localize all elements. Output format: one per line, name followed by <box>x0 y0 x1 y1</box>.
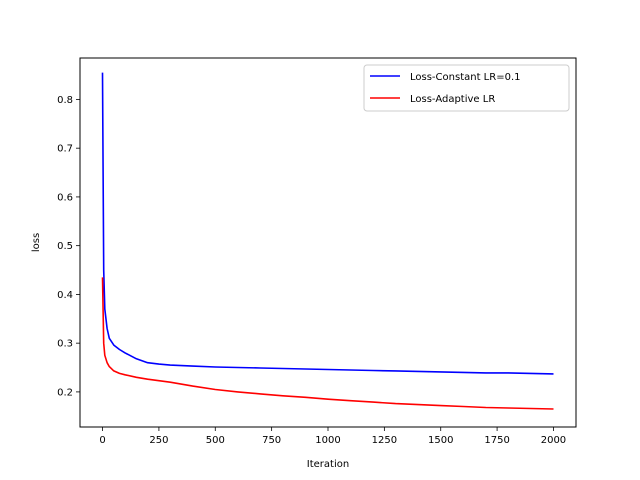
x-tick-label: 1000 <box>315 435 340 446</box>
y-tick-label: 0.2 <box>57 387 73 398</box>
x-tick-label: 500 <box>206 435 225 446</box>
y-tick-label: 0.8 <box>57 95 73 106</box>
y-axis-ticks: 0.2 0.3 0.4 0.5 0.6 0.7 0.8 <box>57 95 80 398</box>
series-line-0 <box>101 72 554 375</box>
x-tick-label: 1500 <box>428 435 453 446</box>
legend-label-adaptive-lr: Loss-Adaptive LR <box>410 94 495 105</box>
plot-frame <box>79 57 577 428</box>
y-tick-label: 0.7 <box>57 144 73 155</box>
x-tick-label: 1750 <box>484 435 509 446</box>
x-tick-label: 250 <box>149 435 168 446</box>
x-tick-label: 0 <box>99 435 105 446</box>
x-tick-label: 2000 <box>541 435 566 446</box>
plot-lines <box>101 72 554 410</box>
x-axis-ticks: 0 250 500 750 1000 1250 1500 1750 2000 <box>99 427 566 446</box>
legend: Loss-Constant LR=0.1 Loss-Adaptive LR <box>363 64 570 112</box>
y-axis-label: loss <box>31 233 42 252</box>
y-tick-label: 0.6 <box>57 192 73 203</box>
y-tick-label: 0.4 <box>57 290 73 301</box>
x-tick-label: 1250 <box>372 435 397 446</box>
series-line-1 <box>101 277 554 410</box>
y-tick-label: 0.5 <box>57 241 73 252</box>
x-tick-label: 750 <box>262 435 281 446</box>
legend-box <box>363 64 570 112</box>
legend-label-constant-lr: Loss-Constant LR=0.1 <box>410 72 520 83</box>
y-tick-label: 0.3 <box>57 339 73 350</box>
x-axis-label: Iteration <box>307 459 349 470</box>
